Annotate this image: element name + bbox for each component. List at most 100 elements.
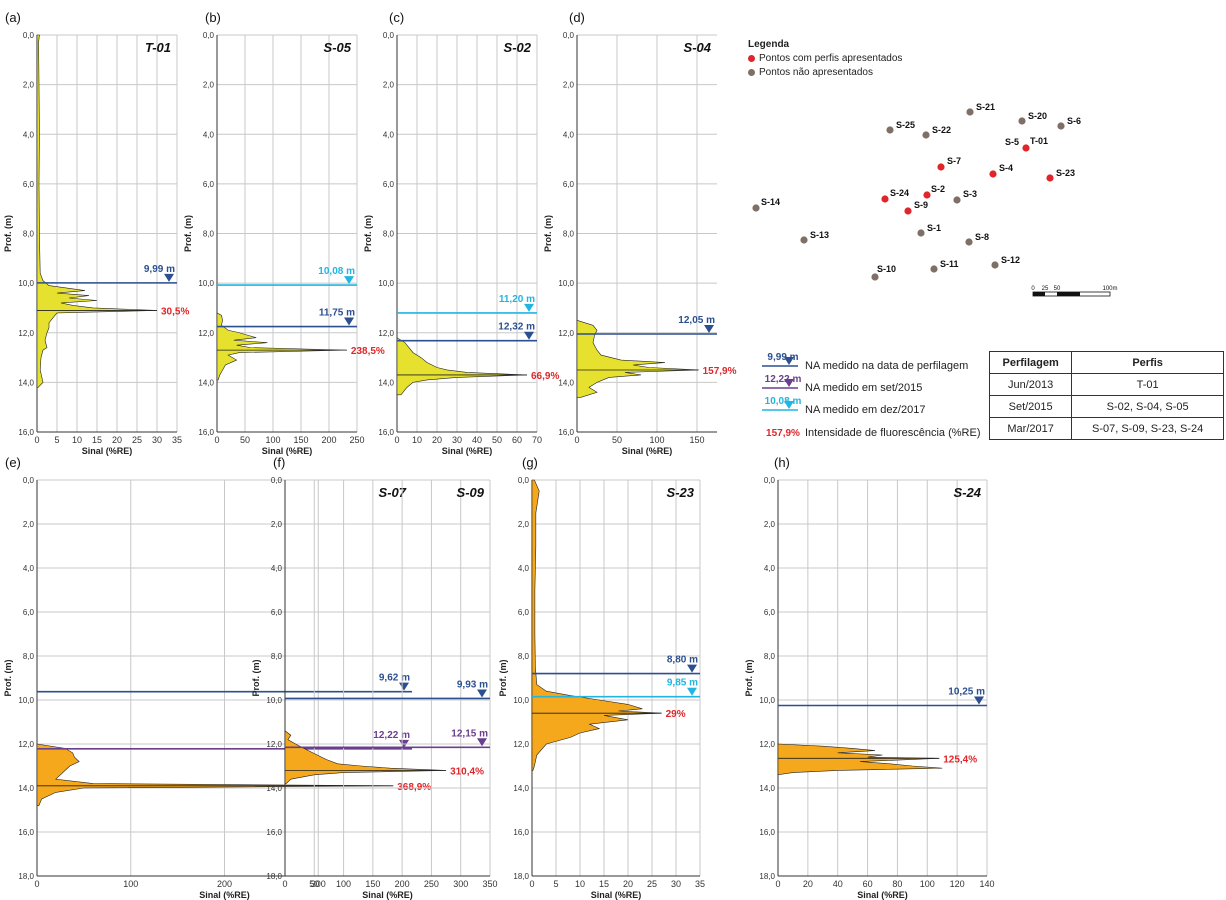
profiling-table: Perfilagem Perfis Jun/2013 T-01 Set/2015… — [988, 351, 1224, 440]
water-level-marker-icon — [477, 689, 487, 698]
x-tick-label: 200 — [217, 879, 232, 889]
y-tick-label: 2,0 — [203, 81, 215, 90]
y-tick-label: 16,0 — [558, 428, 574, 437]
y-tick-label: 10,0 — [759, 696, 775, 705]
table-cell: S-02, S-04, S-05 — [1071, 395, 1224, 418]
x-tick-label: 0 — [34, 435, 39, 445]
map-point-label: S-4 — [999, 163, 1013, 173]
x-tick-label: 50 — [309, 879, 319, 889]
fluorescence-profile-area — [36, 743, 394, 806]
map-point — [1022, 144, 1030, 152]
y-tick-label: 16,0 — [759, 828, 775, 837]
y-tick-label: 6,0 — [563, 180, 575, 189]
water-level-label: 11,75 m — [319, 308, 355, 319]
y-axis-label: Prof. (m) — [251, 659, 261, 696]
x-tick-label: 15 — [599, 879, 609, 889]
x-tick-label: 60 — [863, 879, 873, 889]
map-point-label: S-23 — [1056, 168, 1075, 178]
x-tick-label: 250 — [349, 435, 364, 445]
y-tick-label: 12,0 — [266, 740, 282, 749]
x-tick-label: 20 — [803, 879, 813, 889]
y-tick-label: 16,0 — [266, 828, 282, 837]
x-tick-label: 60 — [512, 435, 522, 445]
map-point — [881, 195, 889, 203]
map-point — [1018, 117, 1026, 125]
map-point-label: S-22 — [932, 125, 951, 135]
x-tick-label: 40 — [833, 879, 843, 889]
y-tick-label: 4,0 — [23, 564, 35, 573]
water-level-marker-icon — [524, 303, 534, 312]
y-tick-label: 14,0 — [378, 378, 394, 387]
x-tick-label: 40 — [472, 435, 482, 445]
x-tick-label: 80 — [892, 879, 902, 889]
map-legend-gray: Pontos não apresentados — [748, 66, 902, 80]
water-level-label: 9,99 m — [144, 264, 175, 275]
y-tick-label: 12,0 — [513, 740, 529, 749]
x-tick-label: 0 — [394, 435, 399, 445]
y-tick-label: 2,0 — [764, 520, 776, 529]
map-point-label: S-3 — [963, 189, 977, 199]
table-row: Jun/2013 T-01 — [988, 373, 1224, 396]
key-value-label: 9,99 m — [767, 352, 798, 363]
table-header-row: Perfilagem Perfis — [988, 351, 1224, 374]
peak-label: 29% — [666, 709, 686, 720]
table-row: Mar/2017 S-07, S-09, S-23, S-24 — [988, 417, 1224, 440]
x-tick-label: 0 — [529, 879, 534, 889]
water-level-label: 12,32 m — [498, 322, 535, 333]
map-point-label: S-25 — [896, 120, 915, 130]
x-tick-label: 300 — [311, 879, 326, 889]
y-tick-label: 0,0 — [23, 476, 35, 485]
x-tick-label: 20 — [623, 879, 633, 889]
map-point — [800, 236, 808, 244]
scale-bar-segment — [1057, 292, 1080, 296]
chart-title: S-07 — [379, 485, 407, 500]
peak-label: 66,9% — [531, 371, 559, 382]
y-tick-label: 8,0 — [271, 652, 283, 661]
x-tick-label: 15 — [92, 435, 102, 445]
x-axis-label: Sinal (%RE) — [362, 890, 413, 900]
map-point — [923, 191, 931, 199]
y-tick-label: 8,0 — [563, 230, 575, 239]
water-level-label: 12,05 m — [678, 315, 715, 326]
y-axis-label: Prof. (m) — [3, 215, 13, 252]
scale-label: 100m — [1102, 286, 1117, 292]
chart-title: S-09 — [457, 485, 485, 500]
map-point-label: S-11 — [940, 259, 959, 269]
water-level-marker-icon — [524, 331, 534, 340]
water-level-label: 12,22 m — [373, 730, 410, 741]
x-tick-label: 100 — [920, 879, 935, 889]
y-tick-label: 14,0 — [513, 784, 529, 793]
y-tick-label: 0,0 — [764, 476, 776, 485]
fluorescence-profile-area — [284, 730, 447, 784]
scale-label: 25 — [1042, 286, 1049, 292]
x-tick-label: 0 — [775, 879, 780, 889]
y-tick-label: 12,0 — [558, 329, 574, 338]
y-tick-label: 2,0 — [23, 520, 35, 529]
y-tick-label: 0,0 — [23, 31, 35, 40]
y-tick-label: 2,0 — [518, 520, 530, 529]
fluorescence-profile-area — [777, 743, 943, 776]
y-tick-label: 14,0 — [759, 784, 775, 793]
water-level-label: 9,62 m — [379, 673, 410, 684]
y-tick-label: 14,0 — [18, 784, 34, 793]
map-point-label: S-12 — [1001, 255, 1020, 265]
key-text: Intensidade de fluorescência (%RE) — [805, 427, 980, 439]
table-cell: Jun/2013 — [988, 373, 1073, 396]
table-cell: Set/2015 — [988, 395, 1073, 418]
y-tick-label: 18,0 — [18, 872, 34, 881]
y-tick-label: 8,0 — [23, 230, 35, 239]
map-legend-red-text: Pontos com perfis apresentados — [759, 53, 903, 64]
y-tick-label: 14,0 — [198, 378, 214, 387]
water-level-label: 10,08 m — [318, 266, 355, 277]
table-cell: T-01 — [1071, 373, 1224, 396]
x-axis-label: Sinal (%RE) — [442, 446, 493, 456]
y-tick-label: 0,0 — [518, 476, 530, 485]
y-tick-label: 8,0 — [23, 652, 35, 661]
water-level-marker-icon — [974, 696, 984, 705]
panel-label: (d) — [569, 10, 585, 25]
y-tick-label: 4,0 — [383, 130, 395, 139]
y-tick-label: 4,0 — [23, 130, 35, 139]
y-tick-label: 8,0 — [764, 652, 776, 661]
x-tick-label: 100 — [336, 879, 351, 889]
